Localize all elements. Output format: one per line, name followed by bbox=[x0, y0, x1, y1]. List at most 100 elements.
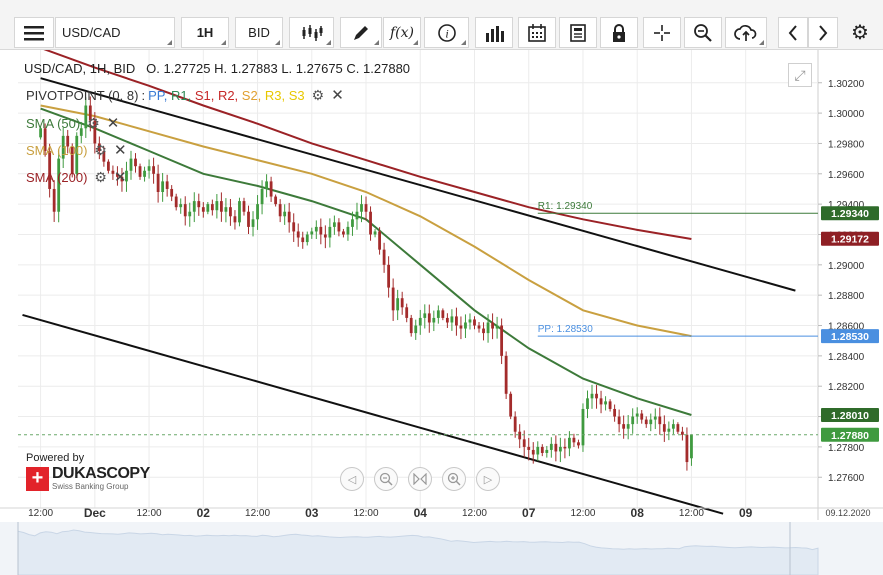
dukascopy-logo: + DUKASCOPY Swiss Banking Group bbox=[26, 466, 150, 491]
zoom-out-button[interactable] bbox=[374, 467, 398, 491]
gear-icon[interactable]: ⚙ bbox=[94, 168, 107, 185]
candle-body bbox=[414, 325, 418, 334]
x-tick-label: 04 bbox=[414, 506, 428, 520]
export-button[interactable] bbox=[725, 17, 767, 48]
indicators-button[interactable]: f(x) bbox=[383, 17, 421, 48]
price-chart[interactable]: R1: 1.29340 PP: 1.28530 1.30200 1.30000 1.2… bbox=[0, 50, 883, 575]
candle-body bbox=[256, 204, 259, 220]
calendar-icon bbox=[528, 23, 546, 42]
report-button[interactable] bbox=[559, 17, 597, 48]
candle-body bbox=[323, 234, 327, 238]
legend-sma100[interactable]: SMA (100) ⚙ ✕ bbox=[26, 141, 127, 160]
close-icon[interactable]: ✕ bbox=[113, 142, 127, 159]
candle-body bbox=[305, 234, 309, 243]
candle-body bbox=[522, 439, 526, 447]
close-icon[interactable]: ✕ bbox=[106, 115, 120, 132]
gear-icon[interactable]: ⚙ bbox=[94, 141, 107, 158]
candle-body bbox=[640, 413, 644, 420]
x-tick-label: 12:00 bbox=[354, 508, 379, 519]
y-tick-label: 1.28800 bbox=[828, 291, 865, 302]
candle-body bbox=[445, 317, 449, 323]
symbol-label: USD/CAD bbox=[62, 25, 121, 40]
candle-body bbox=[617, 416, 621, 425]
candle-body bbox=[111, 170, 115, 174]
candle-body bbox=[39, 128, 42, 138]
candle-body bbox=[418, 317, 422, 326]
logo-name: DUKASCOPY bbox=[52, 465, 150, 482]
instrument-label: USD/CAD, 1H, BID bbox=[24, 61, 136, 76]
expand-button[interactable]: ⤢ bbox=[788, 63, 812, 87]
candle-body bbox=[581, 408, 585, 446]
navigator[interactable] bbox=[0, 522, 883, 575]
timeframe-selector[interactable]: 1H bbox=[181, 17, 229, 48]
candle-body bbox=[156, 173, 160, 192]
close-value: 1.27880 bbox=[363, 61, 411, 76]
zoom-in-icon bbox=[447, 472, 461, 486]
plot-background bbox=[18, 50, 818, 508]
crosshair-button[interactable] bbox=[643, 17, 681, 48]
candle-body bbox=[464, 322, 467, 329]
candle-body bbox=[242, 201, 246, 212]
settings-button[interactable]: ⚙ bbox=[842, 17, 878, 48]
candle-body bbox=[509, 393, 513, 417]
candle-body bbox=[549, 443, 553, 450]
symbol-selector[interactable]: USD/CAD bbox=[55, 17, 175, 48]
close-icon[interactable]: ✕ bbox=[113, 169, 127, 186]
volume-button[interactable] bbox=[475, 17, 513, 48]
price-side-label: BID bbox=[248, 25, 270, 40]
legend-sma200[interactable]: SMA (200) ⚙ ✕ bbox=[26, 168, 127, 187]
chart-type-button[interactable] bbox=[289, 17, 334, 48]
candle-body bbox=[563, 446, 567, 449]
info-button[interactable]: i bbox=[424, 17, 469, 48]
scroll-right-button[interactable] bbox=[808, 17, 838, 48]
legend-sma50[interactable]: SMA (50) ⚙ ✕ bbox=[26, 114, 120, 133]
close-icon[interactable]: ✕ bbox=[331, 87, 344, 104]
scroll-left-button[interactable] bbox=[778, 17, 808, 48]
pivot-item: S2, bbox=[241, 87, 265, 103]
candle-body bbox=[436, 310, 440, 318]
candle-body bbox=[545, 449, 549, 453]
candle-body bbox=[355, 211, 359, 220]
reset-zoom-button[interactable] bbox=[408, 467, 432, 491]
candle-body bbox=[351, 219, 354, 227]
pan-left-button[interactable]: ◁ bbox=[340, 467, 364, 491]
volume-bars-icon bbox=[486, 25, 504, 42]
pivot-name: PIVOTPOINT (0, 8) bbox=[26, 87, 139, 103]
cloud-upload-icon bbox=[734, 24, 757, 41]
price-badge-label: 1.29172 bbox=[831, 234, 869, 246]
pivot-sep: : bbox=[141, 87, 146, 103]
candle-body bbox=[387, 264, 391, 288]
price-badge bbox=[821, 427, 879, 442]
candle-body bbox=[513, 416, 517, 432]
toolbar: USD/CAD 1H BID f(x) i ⚙ bbox=[0, 0, 883, 50]
candle-body bbox=[667, 428, 671, 432]
candle-body bbox=[43, 128, 47, 152]
candle-body bbox=[70, 146, 74, 174]
calendar-button[interactable] bbox=[518, 17, 556, 48]
legend-pivotpoint[interactable]: PIVOTPOINT (0, 8) : PP, R1, S1, R2, S2, … bbox=[26, 86, 344, 105]
fit-icon bbox=[413, 473, 427, 485]
menu-button[interactable] bbox=[14, 17, 54, 48]
lock-button[interactable] bbox=[600, 17, 638, 48]
candle-body bbox=[75, 135, 79, 174]
x-tick-label: 12:00 bbox=[137, 508, 162, 519]
candle-body bbox=[229, 207, 232, 217]
candle-body bbox=[400, 298, 404, 308]
candle-body bbox=[527, 446, 531, 450]
gear-icon[interactable]: ⚙ bbox=[311, 86, 325, 103]
pan-right-button[interactable]: ▷ bbox=[476, 467, 500, 491]
candle-body bbox=[396, 298, 400, 311]
candle-body bbox=[102, 151, 106, 162]
price-side-selector[interactable]: BID bbox=[235, 17, 283, 48]
x-tick-label: 08 bbox=[631, 506, 645, 520]
drawing-tools-button[interactable] bbox=[340, 17, 382, 48]
candle-body bbox=[314, 226, 318, 232]
zoom-button[interactable] bbox=[684, 17, 722, 48]
gear-icon[interactable]: ⚙ bbox=[87, 114, 100, 131]
candle-body bbox=[143, 170, 146, 177]
candle-body bbox=[120, 176, 124, 182]
zoom-in-button[interactable] bbox=[442, 467, 466, 491]
candle-body bbox=[283, 211, 287, 217]
x-tick-label: 12:00 bbox=[28, 508, 53, 519]
powered-by-label: Powered by bbox=[26, 452, 85, 464]
